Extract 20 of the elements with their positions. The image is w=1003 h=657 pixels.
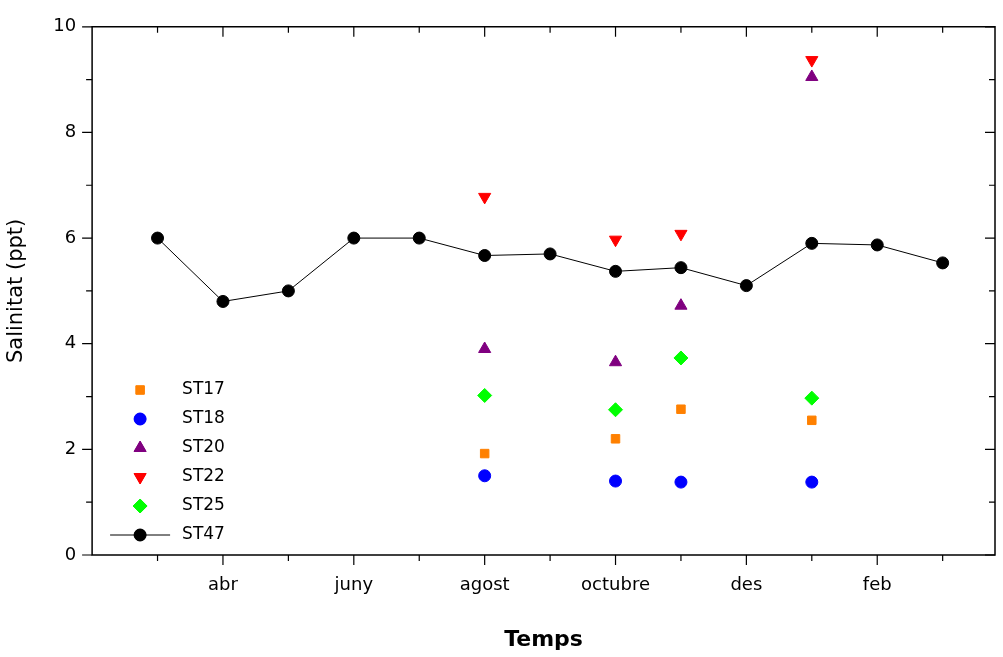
legend-label: ST17 — [182, 378, 225, 399]
legend-label: ST47 — [182, 523, 225, 544]
x-tick-label: des — [730, 573, 763, 595]
legend-label: ST22 — [182, 465, 225, 486]
x-tick-label: juny — [333, 573, 374, 595]
legend-label: ST25 — [182, 494, 225, 515]
x-tick-label: agost — [459, 573, 510, 595]
legend-label: ST20 — [182, 436, 225, 457]
y-axis-title: Salinitat (ppt) — [3, 218, 28, 364]
legend-label: ST18 — [182, 407, 225, 428]
y-tick-label: 0 — [64, 542, 77, 564]
y-tick-label: 6 — [64, 225, 77, 247]
y-tick-label: 10 — [53, 14, 77, 36]
y-tick-label: 4 — [64, 331, 77, 353]
x-axis-title: Temps — [504, 625, 583, 651]
x-tick-label: feb — [862, 573, 892, 595]
y-tick-label: 2 — [64, 437, 77, 459]
x-tick-label: octubre — [581, 573, 650, 595]
y-tick-label: 8 — [64, 120, 77, 142]
x-tick-label: abr — [208, 573, 239, 595]
